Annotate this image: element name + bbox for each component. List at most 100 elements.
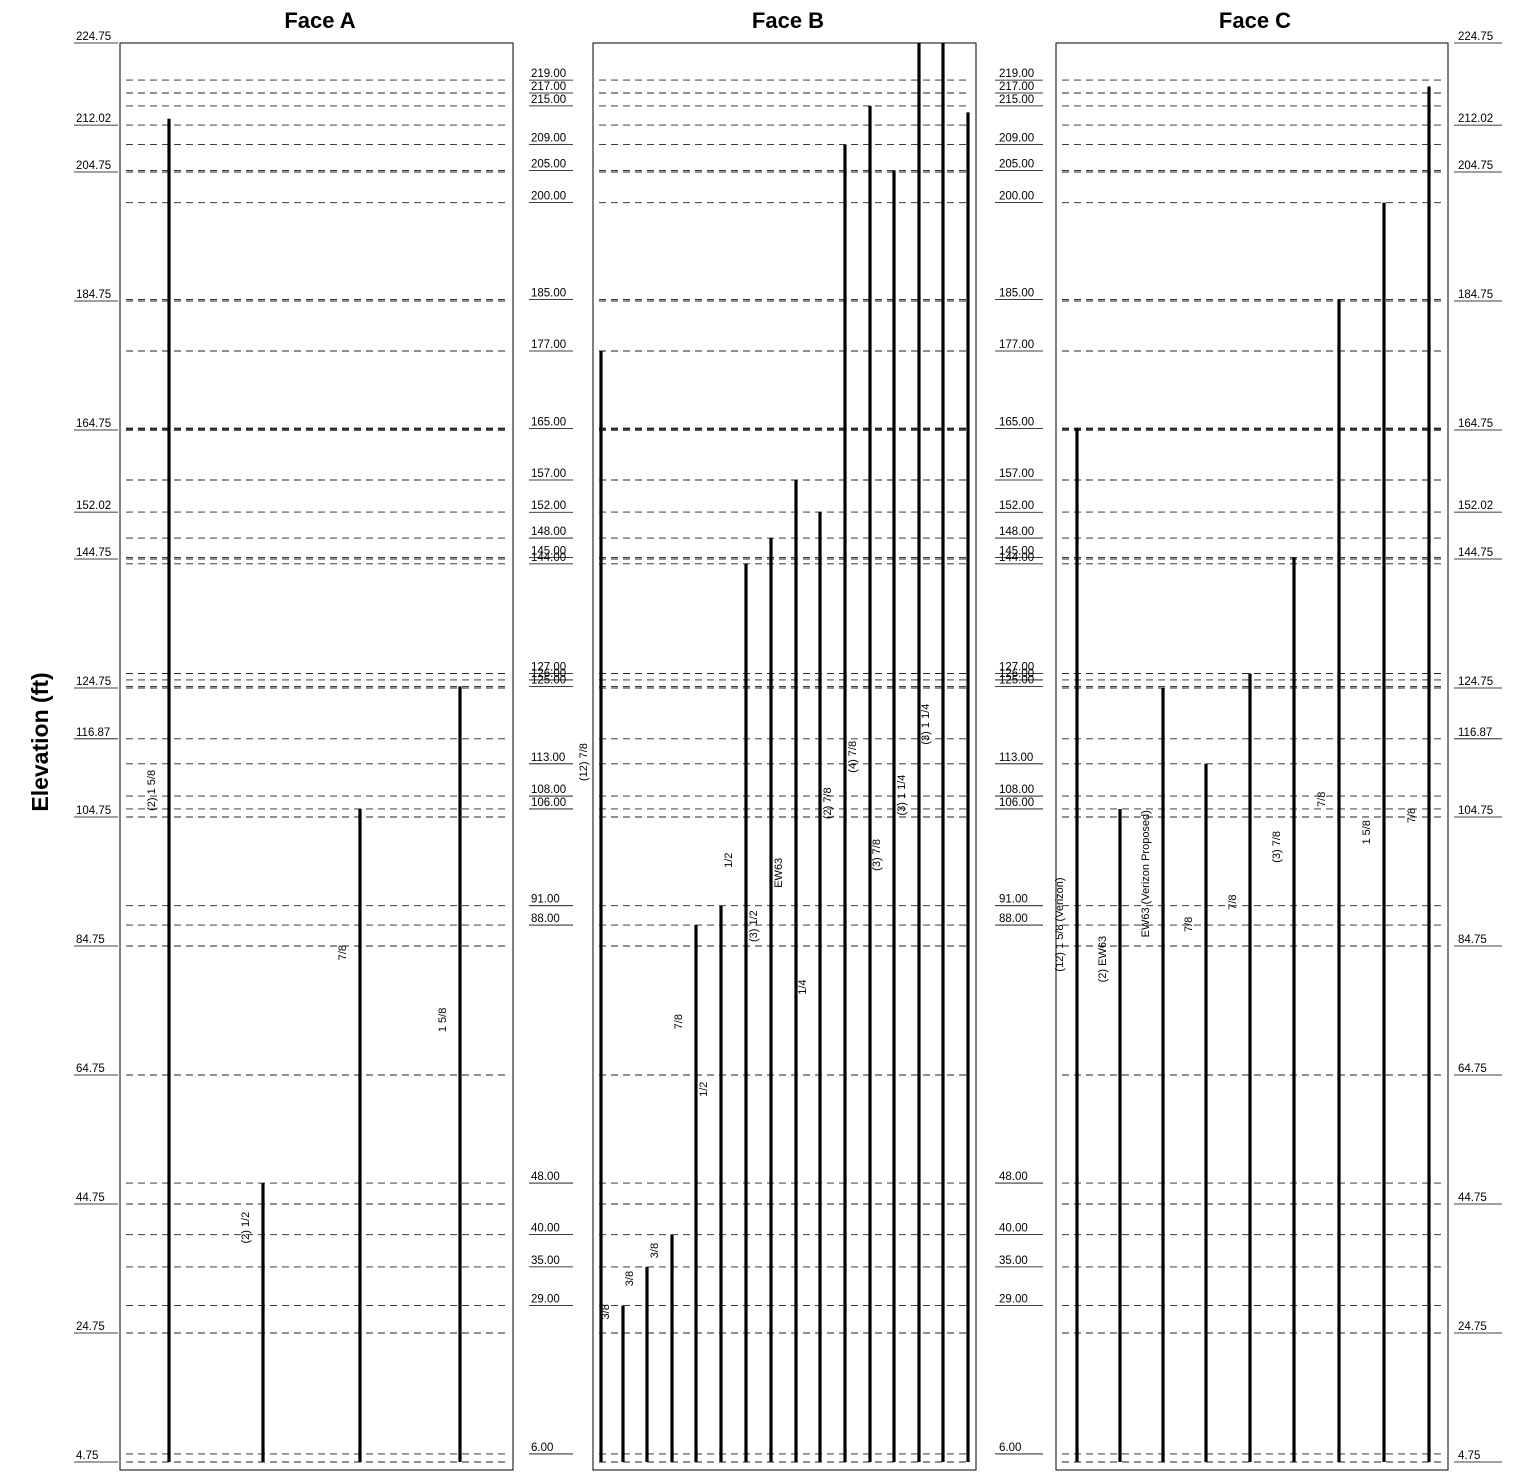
elevation-label: 209.00 [531,133,566,145]
elevation-label: 205.00 [531,158,566,170]
elevation-label: 219.00 [531,68,566,80]
feedline-label: 3/8 [649,1243,661,1258]
elevation-label: 64.75 [76,1063,105,1075]
feedline-label: (2) EW63 [1097,936,1109,982]
feedline-label: 1/2 [723,853,735,868]
face-title: Face C [1219,8,1291,33]
feedline-label: 3/8 [624,1271,636,1286]
elevation-label: 125.00 [999,674,1034,686]
elevation-label: 29.00 [999,1294,1028,1306]
elevation-label: 48.00 [999,1171,1028,1183]
faces-group: Face A 224.75 212.02 204.75 184.75 164.75 152.… [74,8,1502,1471]
feedline-label: 1/2 [698,1082,710,1097]
face-frame [1055,42,1449,1471]
elevation-label: 4.75 [1458,1450,1480,1462]
elevation-label: 224.75 [76,31,111,43]
elevation-label: 6.00 [999,1442,1021,1454]
elevation-label: 144.00 [531,552,566,564]
feedline-label: EW63 [773,858,785,888]
elevation-label: 106.00 [999,797,1034,809]
elevation-label: 152.00 [531,500,566,512]
feedline-label: (3) 1 1/4 [920,704,932,745]
face-panel: Face A 224.75 212.02 204.75 184.75 164.75 152.… [74,8,514,1471]
elevation-label: 164.75 [76,418,111,430]
feedline-label: 1 5/8 [437,1008,449,1032]
elevation-label: 91.00 [531,894,560,906]
elevation-label: 127.00 [999,661,1034,673]
elevation-label: 124.75 [76,676,111,688]
feedline-label: (4) 7/8 [847,741,859,773]
feedline-label: 7/8 [1183,917,1195,932]
face-title: Face B [752,8,824,33]
feedline-label: EW63 (Verizon Proposed) [1140,810,1152,937]
feedline-label: (2) 7/8 [822,787,834,819]
elevation-label: 204.75 [76,160,111,172]
elevation-label: 84.75 [76,934,105,946]
elevation-label: 91.00 [999,894,1028,906]
elevation-label: 88.00 [999,913,1028,925]
elevation-label: 126.00 [999,668,1034,680]
elevation-label: 184.75 [76,289,111,301]
elevation-label: 152.02 [1458,500,1493,512]
elevation-label: 116.87 [76,727,110,739]
elevation-label: 88.00 [531,913,560,925]
elevation-label: 164.75 [1458,418,1493,430]
feedline-label: 7/8 [1316,792,1328,807]
feedline-label: (3) 1 1/4 [896,775,908,816]
face-panel: Face C 224.75 212.02 204.75 184.75 164.75 152.… [1054,8,1502,1471]
elevation-label: 126.00 [531,668,566,680]
elevation-label: 219.00 [999,68,1034,80]
feedline-label: (2) 1 5/8 [146,770,158,811]
elevation-label: 145.00 [531,545,566,557]
elevation-label: 184.75 [1458,289,1493,301]
feedline-label: 7/8 [1406,808,1418,823]
elevation-label: 125.00 [531,674,566,686]
face-title: Face A [284,8,355,33]
face-panel: Face B219.00217.00215.00209.00205.00200.… [529,8,1043,1471]
elevation-label: 144.75 [1458,547,1493,559]
elevation-label: 157.00 [531,468,566,480]
elevation-label: 185.00 [999,287,1034,299]
feedline-label: 1 5/8 [1361,820,1373,844]
elevation-label: 212.02 [1458,113,1493,125]
elevation-label: 40.00 [999,1223,1028,1235]
feedline-label: 7/8 [337,945,349,960]
elevation-label: 106.00 [531,797,566,809]
elevation-label: 204.75 [1458,160,1493,172]
elevation-label: 209.00 [999,133,1034,145]
elevation-label: 152.00 [999,500,1034,512]
feedline-label: 3/8 [600,1304,612,1319]
face-frame [119,42,514,1471]
elevation-label: 177.00 [999,339,1034,351]
elevation-label: 108.00 [999,784,1034,796]
elevation-label: 64.75 [1458,1063,1487,1075]
elevation-label: 148.00 [531,526,566,538]
face-frame [592,42,977,1471]
elevation-label: 145.00 [999,545,1034,557]
elevation-label: 124.75 [1458,676,1493,688]
y-axis-title: Elevation (ft) [27,672,53,811]
elevation-label: 165.00 [999,416,1034,428]
feedline-label: (3) 1/2 [748,910,760,942]
elevation-label: 116.87 [1458,727,1492,739]
elevation-label: 29.00 [531,1294,560,1306]
elevation-label: 224.75 [1458,31,1493,43]
elevation-label: 48.00 [531,1171,560,1183]
elevation-label: 24.75 [1458,1321,1487,1333]
elevation-label: 24.75 [76,1321,105,1333]
elevation-label: 215.00 [999,94,1034,106]
elevation-label: 185.00 [531,287,566,299]
elevation-label: 217.00 [999,81,1034,93]
elevation-label: 144.75 [76,547,111,559]
elevation-label: 157.00 [999,468,1034,480]
feedline-label: (12) 1 5/8 (Verizon) [1054,877,1066,971]
feedline-label: (2) 1/2 [240,1212,252,1244]
elevation-label: 205.00 [999,158,1034,170]
elevation-label: 84.75 [1458,934,1487,946]
feedline-label: 1/4 [797,979,809,994]
feedline-label: (12) 7/8 [578,743,590,781]
elevation-label: 217.00 [531,81,566,93]
elevation-label: 35.00 [999,1255,1028,1267]
feedline-label: 7/8 [673,1014,685,1029]
